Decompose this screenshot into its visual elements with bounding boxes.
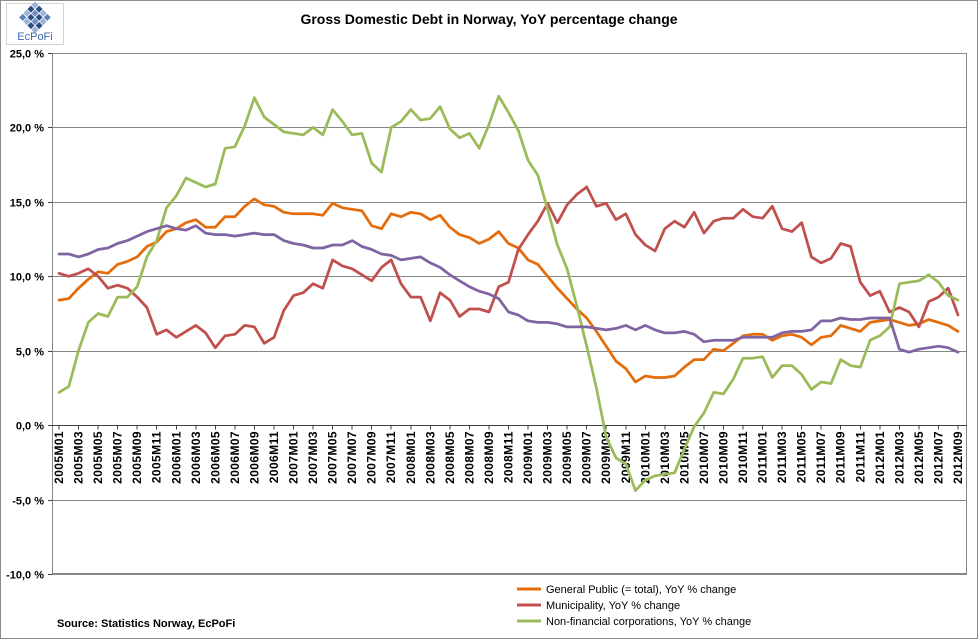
series-line-municipality [57,185,960,350]
series-line-unlabelled [57,224,960,354]
logo-tile [27,5,35,13]
x-tick-label: 2008M03 [423,431,437,484]
x-tick-label: 2006M03 [189,431,203,484]
x-tick-label: 2006M01 [169,431,183,484]
x-tick-label: 2006M11 [267,431,281,483]
logo-tile [27,13,35,21]
x-tick-label: 2005M03 [72,431,86,484]
x-tick-label: 2009M07 [580,431,594,484]
x-tick-label: 2006M05 [208,431,222,484]
x-tick-label: 2005M07 [111,431,125,484]
chart-title: Gross Domestic Debt in Norway, YoY perce… [300,11,677,27]
legend-label: Non-financial corporations, YoY % change [546,616,751,628]
logo-tile [19,13,27,21]
y-tick-label: -10,0 % [6,570,44,582]
legend-item: General Public (= total), YoY % change [517,584,736,596]
legend-item: Non-financial corporations, YoY % change [517,616,751,628]
x-tick-label: 2008M01 [404,431,418,484]
x-tick-label: 2006M07 [228,431,242,484]
x-tick-label: 2011M03 [775,431,789,483]
y-tick-label: 15,0 % [10,198,44,210]
x-tick-label: 2011M11 [853,431,867,483]
x-tick-label: 2009M03 [541,431,555,484]
axes [48,53,967,575]
logo: EcPoFi [6,1,64,45]
y-tick-label: 5,0 % [16,347,44,359]
y-tick-label: 25,0 % [10,49,44,61]
x-tick-label: 2005M01 [52,431,66,484]
x-tick-label: 2007M07 [345,431,359,484]
x-tick-label: 2011M09 [834,431,848,483]
x-tick-label: 2005M11 [150,431,164,483]
x-tick-label: 2011M07 [814,431,828,483]
x-tick-label: 2012M09 [951,431,965,484]
logo-text: EcPoFi [17,31,52,43]
series-lines [57,94,960,492]
x-tick-label: 2010M01 [638,431,652,484]
legend-label: Municipality, YoY % change [546,600,680,612]
x-tick-label: 2008M05 [443,431,457,484]
y-tick-label: 20,0 % [10,123,44,135]
x-tick-label: 2011M05 [795,431,809,483]
x-tick-label: 2008M07 [462,431,476,484]
x-tick-label: 2007M03 [306,431,320,484]
y-tick-label: 0,0 % [16,421,44,433]
x-tick-label: 2008M09 [482,431,496,484]
series-line-general-public [57,197,960,384]
x-tick-label: 2010M03 [658,431,672,484]
x-axis-labels: 2005M01 2005M03 2005M05 2005M07 2005M09 2005M… [52,425,965,484]
x-tick-label: 2012M03 [892,431,906,484]
x-tick-label: 2010M11 [736,431,750,483]
x-tick-label: 2007M01 [287,431,301,484]
legend-item: Municipality, YoY % change [517,600,680,612]
x-tick-label: 2005M09 [130,431,144,484]
y-tick-label: -5,0 % [12,496,44,508]
x-tick-label: 2009M05 [560,431,574,484]
x-tick-label: 2006M09 [247,431,261,484]
x-tick-label: 2007M09 [365,431,379,484]
x-tick-label: 2007M05 [326,431,340,484]
legend: General Public (= total), YoY % change Mu… [517,584,751,628]
series-line-non-financial-corporations [57,94,960,492]
x-tick-label: 2005M05 [91,431,105,484]
y-axis-labels: 25,0 % 20,0 % 15,0 % 10,0 % 5,0 % 0,0 % -5,0 %… [6,49,44,582]
x-tick-label: 2011M01 [756,431,770,483]
y-tick-label: 10,0 % [10,272,44,284]
x-tick-label: 2007M11 [384,431,398,483]
x-tick-label: 2012M01 [873,431,887,484]
x-tick-label: 2008M11 [502,431,516,483]
gridlines [52,53,967,575]
x-tick-label: 2012M05 [912,431,926,484]
logo-tile [27,22,35,30]
x-tick-label: 2009M01 [521,431,535,484]
x-tick-label: 2012M07 [932,431,946,484]
x-tick-label: 2010M07 [697,431,711,484]
x-tick-label: 2010M09 [717,431,731,484]
legend-label: General Public (= total), YoY % change [546,584,736,596]
source-note: Source: Statistics Norway, EcPoFi [57,618,235,630]
